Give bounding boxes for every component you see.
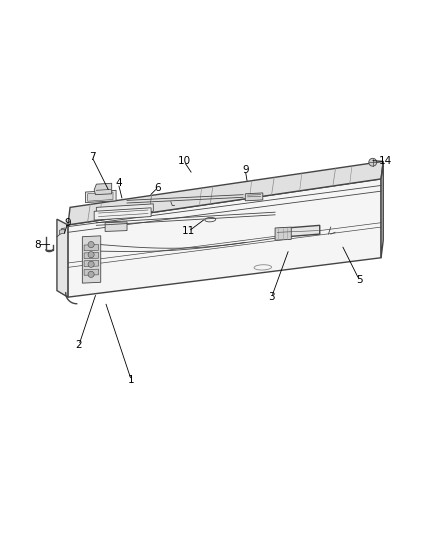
Text: 9: 9	[242, 165, 249, 175]
Polygon shape	[94, 208, 151, 220]
Circle shape	[88, 252, 94, 258]
Polygon shape	[105, 222, 127, 231]
Polygon shape	[82, 236, 101, 283]
Text: 4: 4	[115, 178, 122, 188]
Polygon shape	[84, 253, 99, 259]
Polygon shape	[94, 183, 112, 195]
Polygon shape	[68, 161, 383, 225]
Polygon shape	[84, 269, 99, 275]
Polygon shape	[245, 193, 263, 201]
Polygon shape	[276, 225, 320, 238]
Polygon shape	[84, 260, 99, 266]
Text: 8: 8	[34, 240, 41, 249]
Text: 2: 2	[75, 341, 82, 350]
Text: 9: 9	[64, 217, 71, 228]
Polygon shape	[85, 190, 116, 203]
Polygon shape	[84, 245, 99, 251]
Circle shape	[88, 261, 94, 268]
Text: 14: 14	[379, 156, 392, 166]
Text: 10: 10	[177, 156, 191, 166]
Polygon shape	[57, 219, 68, 297]
Circle shape	[88, 241, 94, 248]
Polygon shape	[381, 161, 383, 258]
Polygon shape	[88, 192, 113, 201]
Text: 7: 7	[88, 152, 95, 162]
Polygon shape	[275, 227, 291, 240]
Polygon shape	[96, 204, 153, 215]
Text: 3: 3	[268, 292, 275, 302]
Text: 11: 11	[182, 227, 195, 237]
Text: 1: 1	[128, 375, 135, 385]
Polygon shape	[68, 179, 381, 297]
Polygon shape	[60, 229, 65, 234]
Text: 6: 6	[154, 183, 161, 192]
Circle shape	[369, 158, 377, 166]
Circle shape	[88, 271, 94, 278]
Text: 5: 5	[356, 274, 363, 285]
